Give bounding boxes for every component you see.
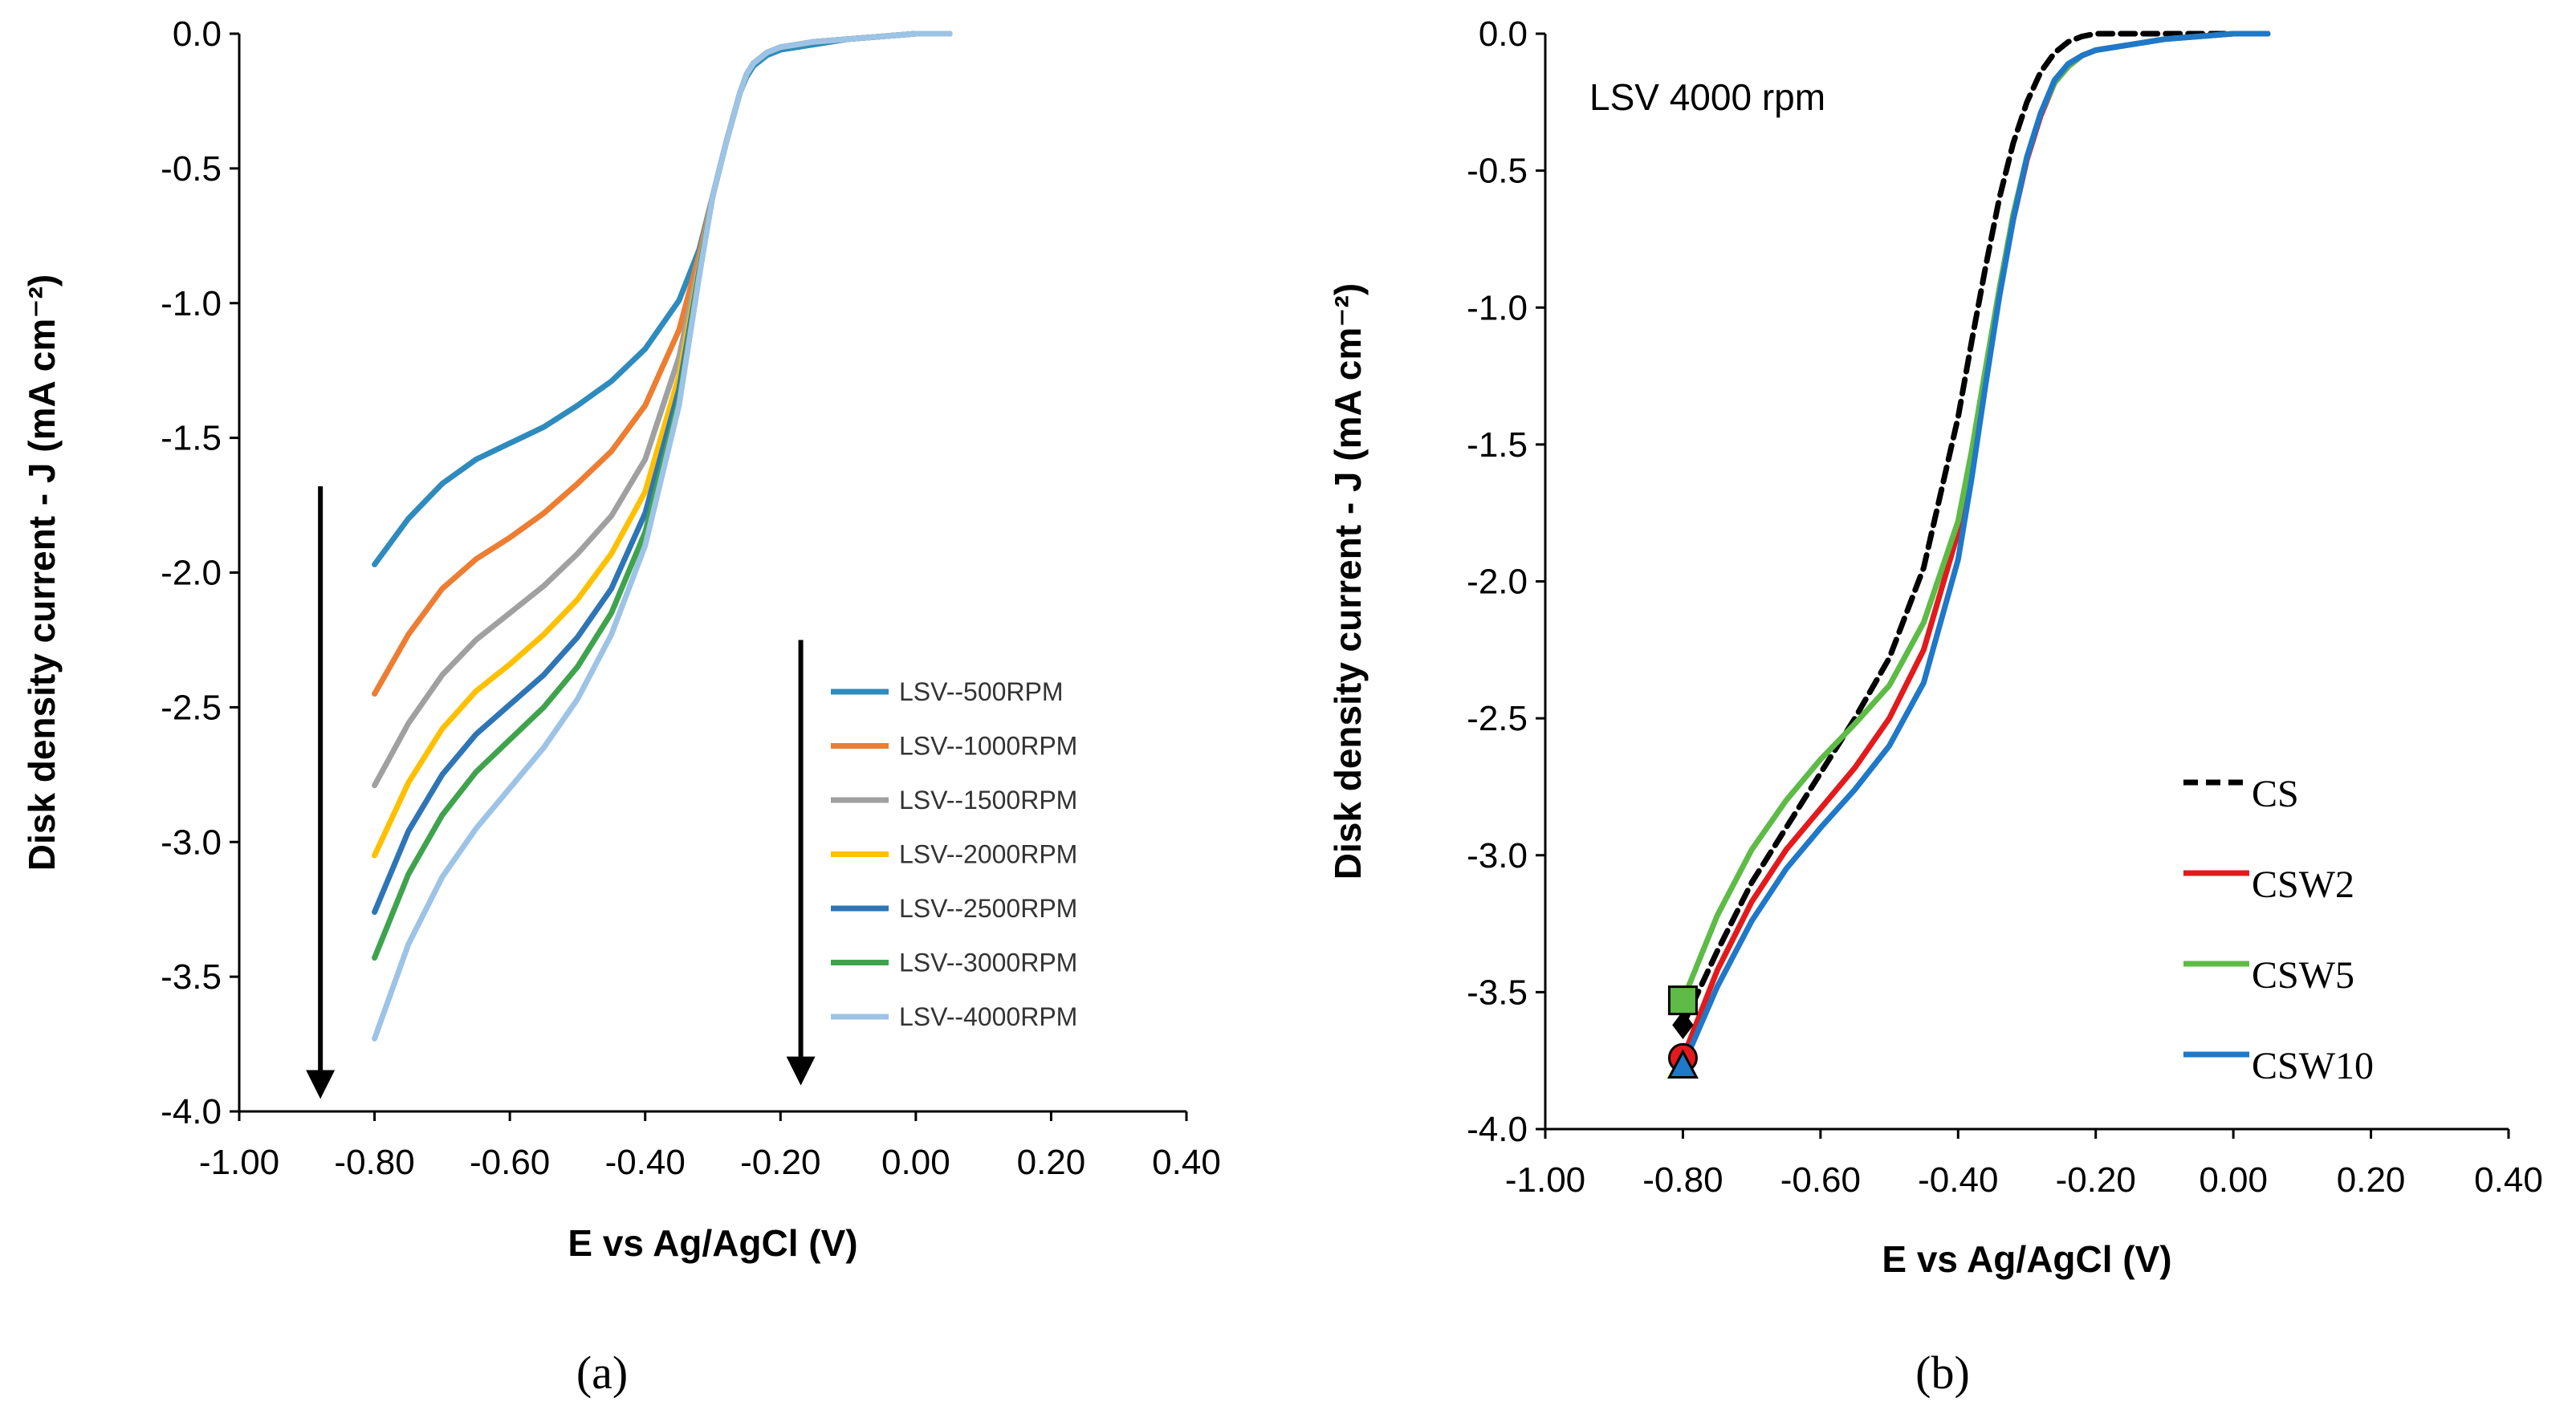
x-tick-label: -0.40 (605, 1143, 686, 1182)
series-marker-cs (1672, 1010, 1694, 1039)
chart-panel-a: 0.0 -0.5 -1.0 -1.5 -2.0 -2.5 -3.0 -3.5 -4.0 -1.00… (21, 14, 1221, 1399)
series-line-cs (1679, 30, 2271, 1028)
x-tick-label: -0.60 (1780, 1160, 1861, 1200)
legend-label: CS (2252, 773, 2299, 815)
y-tick-label: -4.0 (161, 1092, 222, 1131)
y-tick-label: -0.5 (161, 149, 222, 189)
x-tick-label: -0.80 (1642, 1160, 1723, 1200)
legend-label: LSV--3000RPM (899, 949, 1077, 977)
series-line-csw2 (1679, 30, 2271, 1061)
chart-panel-b: 0.0 -0.5 -1.0 -1.5 -2.0 -2.5 -3.0 -3.5 -4.0 -1.00… (1327, 14, 2543, 1399)
series-marker-csw5 (1667, 985, 1698, 1016)
x-tick-label: -0.20 (2056, 1160, 2136, 1200)
panel-label: (b) (1915, 1347, 1970, 1399)
y-tick-label: -3.0 (161, 823, 222, 862)
legend-label: CSW2 (2252, 863, 2354, 906)
y-tick-label: -1.0 (161, 284, 222, 323)
x-tick-label: 0.20 (2337, 1160, 2406, 1200)
y-tick-label: -2.0 (1467, 563, 1528, 602)
series-line-csw10 (1679, 30, 2271, 1069)
x-tick-label: 0.00 (881, 1143, 950, 1182)
x-tick-label: 0.40 (2474, 1160, 2543, 1200)
y-tick-label: -2.5 (1467, 699, 1528, 738)
x-tick-label: -0.80 (334, 1143, 414, 1182)
y-axis-title: Disk density current - J (mA cm⁻²) (21, 274, 63, 871)
y-tick-label: 0.0 (1479, 14, 1528, 54)
x-axis-title: E vs Ag/AgCl (V) (1882, 1238, 2171, 1280)
legend-label: LSV--1000RPM (899, 732, 1077, 761)
legend-label: LSV--2000RPM (899, 840, 1077, 869)
y-tick-label: -1.5 (1467, 425, 1528, 465)
y-tick-label: -1.5 (161, 419, 222, 458)
panel-label: (a) (576, 1347, 628, 1399)
y-axis-title: Disk density current - J (mA cm⁻²) (1327, 283, 1369, 880)
series-line-lsv-1000rpm (372, 30, 953, 697)
x-axis-title: E vs Ag/AgCl (V) (568, 1222, 857, 1264)
legend-label: LSV--4000RPM (899, 1002, 1077, 1031)
y-tick-label: -1.0 (1467, 288, 1528, 327)
legend-label: CSW5 (2252, 954, 2354, 997)
series-marker-csw10 (1666, 1049, 1699, 1079)
series-line-lsv-1500rpm (372, 30, 953, 789)
y-tick-label: -2.0 (161, 554, 222, 593)
x-tick-label: -0.40 (1918, 1160, 1998, 1200)
x-tick-label: 0.00 (2199, 1160, 2268, 1200)
y-tick-label: -3.5 (1467, 973, 1528, 1012)
x-tick-label: -0.60 (470, 1143, 550, 1182)
legend-label: LSV--2500RPM (899, 894, 1077, 923)
x-tick-label: 0.20 (1017, 1143, 1086, 1182)
y-tick-label: -4.0 (1467, 1110, 1528, 1149)
y-tick-label: -3.5 (161, 957, 222, 997)
y-tick-label: -0.5 (1467, 152, 1528, 191)
x-tick-label: 0.40 (1152, 1143, 1221, 1182)
series-line-lsv-4000rpm (372, 30, 953, 1042)
y-tick-label: -3.0 (1467, 836, 1528, 876)
series-line-lsv-3000rpm (372, 30, 953, 961)
legend-label: CSW10 (2252, 1045, 2374, 1087)
x-tick-label: -0.20 (740, 1143, 820, 1182)
legend-label: LSV--1500RPM (899, 786, 1077, 815)
annotation-text: LSV 4000 rpm (1589, 76, 1825, 118)
x-tick-label: -1.00 (199, 1143, 279, 1182)
y-tick-label: 0.0 (173, 14, 222, 54)
x-tick-label: -1.00 (1505, 1160, 1585, 1200)
y-tick-label: -2.5 (161, 688, 222, 727)
legend-label: LSV--500RPM (899, 677, 1064, 706)
